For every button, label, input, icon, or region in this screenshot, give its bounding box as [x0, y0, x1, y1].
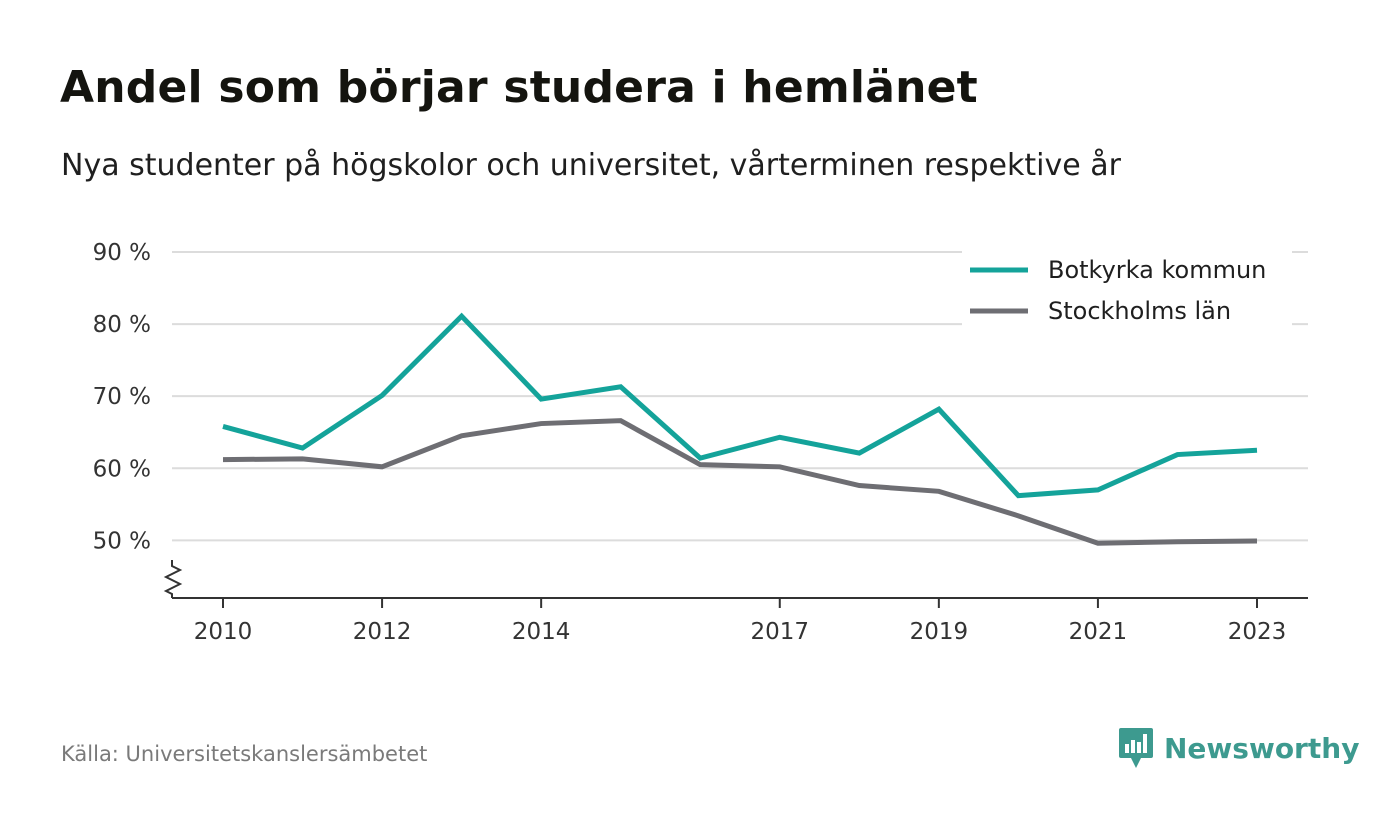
- x-tick-label: 2014: [512, 619, 571, 645]
- y-tick-label: 80 %: [93, 312, 151, 338]
- x-tick-label: 2017: [750, 619, 809, 645]
- legend: Botkyrka kommun Stockholms län: [962, 246, 1292, 326]
- brand-logo: Newsworthy: [1118, 726, 1359, 770]
- brand-name: Newsworthy: [1164, 731, 1360, 765]
- chart-subtitle: Nya studenter på högskolor och universit…: [61, 148, 1121, 183]
- x-tick-label: 2019: [910, 619, 969, 645]
- chart-title: Andel som börjar studera i hemlänet: [60, 62, 978, 113]
- x-tick-label: 2012: [353, 619, 412, 645]
- y-tick-label: 70 %: [93, 384, 151, 410]
- y-tick-label: 50 %: [93, 528, 151, 554]
- legend-label-botkyrka: Botkyrka kommun: [1048, 256, 1266, 284]
- x-axis-ticks: 2010 2012 2014 2017 2019 2021 2023: [194, 598, 1287, 645]
- line-chart: 50 %60 %70 %80 %90 % 2010 2012 2014 2017 201…: [93, 240, 1308, 645]
- x-tick-label: 2010: [194, 619, 253, 645]
- y-tick-label: 90 %: [93, 240, 151, 266]
- axis-break-icon: [163, 560, 183, 598]
- series-lines: [222, 312, 1258, 546]
- x-tick-label: 2021: [1069, 619, 1128, 645]
- x-axis: [163, 560, 1308, 599]
- y-axis-labels: 50 % 60 % 70 % 80 % 90 %: [93, 240, 151, 554]
- series-line-stockholm: [222, 418, 1258, 546]
- newsworthy-logo-icon: [1119, 728, 1153, 768]
- source-note: Källa: Universitetskanslersämbetet: [61, 742, 428, 766]
- y-tick-label: 60 %: [93, 456, 151, 482]
- x-tick-label: 2023: [1228, 619, 1287, 645]
- legend-label-stockholm: Stockholms län: [1048, 297, 1231, 325]
- series-line-botkyrka: [222, 312, 1258, 499]
